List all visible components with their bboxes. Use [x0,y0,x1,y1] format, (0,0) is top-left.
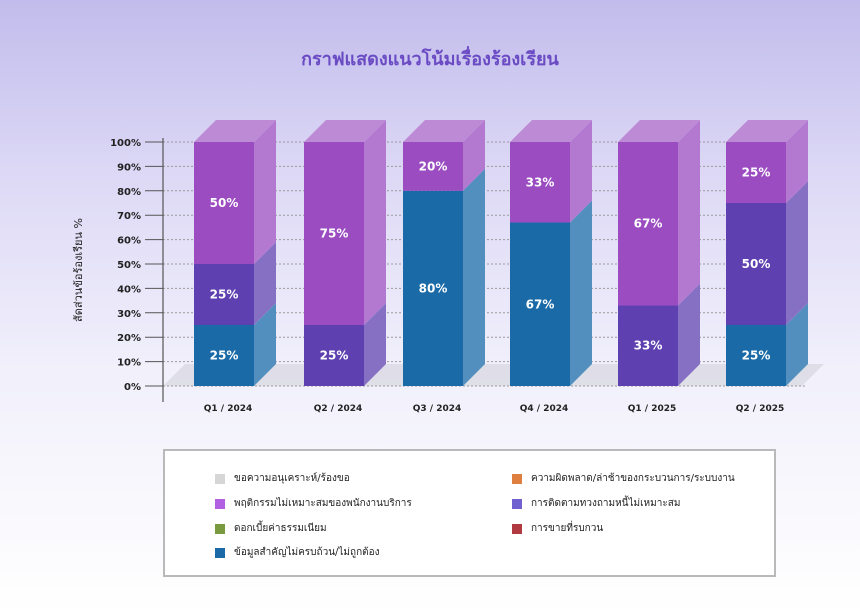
bar-side-face [254,242,276,325]
data-label: 67% [526,297,555,311]
legend-swatch [215,473,225,484]
data-label: 33% [634,339,663,353]
bar-side-face [364,120,386,325]
bar-side-face [463,120,485,191]
y-tick-label: 60% [117,236,141,247]
bar-top-face [194,120,276,142]
bar-side-face [364,303,386,386]
legend-swatch [512,523,522,534]
chart-labels: 25% 25% 50% 25% 75% 80% 20% 67% 33% 33% 67% 25% 50% 2… [210,159,771,362]
legend-label: การขายที่รบกวน [531,523,604,534]
bar-segment [510,222,570,386]
bar-segment [618,305,678,386]
bar-segment [510,142,570,223]
bar-side-face [570,200,592,386]
y-tick-label: 70% [117,211,141,222]
chart-axes: 0% 10% 20% 30% 40% 50% 60% 70% 80% 90% 100% Q1 / 20… [110,138,784,414]
bar-side-face [463,168,485,386]
legend-label: พฤติกรรมไม่เหมาะสมของพนักงานบริการ [234,498,412,509]
bar-segment [726,203,786,325]
data-label: 25% [742,349,771,363]
data-label: 50% [742,257,771,271]
x-tick-label: Q1 / 2024 [204,404,253,414]
data-label: 25% [210,349,239,363]
bar-segment [403,190,463,386]
legend-swatch [512,498,522,509]
bar-segment [403,142,463,191]
data-label: 80% [419,281,448,295]
data-label: 75% [320,227,349,241]
y-axis-label: สัดส่วนข้อร้องเรียน % [72,218,85,322]
bar-side-face [786,303,808,386]
y-tick-label: 50% [117,260,141,271]
bar-segment [194,142,254,264]
legend-swatch [512,473,522,484]
legend-item: ดอกเบี้ยค่าธรรมเนียม [215,521,327,536]
bar-top-face [304,120,386,142]
x-tick-label: Q4 / 2024 [520,404,569,414]
x-tick-label: Q3 / 2024 [413,404,462,414]
legend-swatch [215,523,225,534]
bar-segment [304,142,364,325]
bar-side-face [254,303,276,386]
bar-side-face [254,120,276,264]
bar-top-face [618,120,700,142]
legend-swatch [215,547,225,558]
legend-swatch [215,498,225,509]
data-label: 67% [634,217,663,231]
y-tick-label: 90% [117,162,141,173]
legend-item: การติดตามทวงถามหนี้ไม่เหมาะสม [512,496,680,511]
y-tick-label: 0% [124,382,141,393]
bar-segment [726,142,786,203]
bar-top-face [510,120,592,142]
chart-title: กราฟแสดงแนวโน้มเรื่องร้องเรียน [301,49,559,70]
y-tick-label: 30% [117,309,141,320]
legend-item: ความผิดพลาด/ล่าช้าของกระบวนการ/ระบบงาน [512,471,735,486]
legend-item: พฤติกรรมไม่เหมาะสมของพนักงานบริการ [215,496,412,511]
legend-label: การติดตามทวงถามหนี้ไม่เหมาะสม [531,498,681,509]
x-tick-label: Q2 / 2025 [736,404,785,414]
bar-side-face [786,120,808,203]
legend-item: ข้อมูลสำคัญไม่ครบถ้วน/ไม่ถูกต้อง [215,545,380,560]
y-tick-label: 80% [117,187,141,198]
data-label: 25% [742,166,771,180]
y-tick-label: 10% [117,358,141,369]
chart-bars [194,120,808,386]
legend-item: การขายที่รบกวน [512,521,603,536]
bar-side-face [570,120,592,223]
data-label: 33% [526,175,555,189]
legend-label: ความผิดพลาด/ล่าช้าของกระบวนการ/ระบบงาน [531,473,735,484]
stacked-bar-chart: 0% 10% 20% 30% 40% 50% 60% 70% 80% 90% 100% Q1 / 20… [72,120,824,414]
y-tick-label: 20% [117,333,141,344]
legend-item: ขอความอนุเคราะห์/ร้องขอ [215,471,350,486]
bar-segment [194,325,254,386]
data-label: 25% [210,288,239,302]
y-tick-label: 40% [117,284,141,295]
legend-label: ขอความอนุเคราะห์/ร้องขอ [234,473,350,484]
bar-side-face [678,120,700,306]
bar-segment [304,325,364,386]
bar-segment [194,264,254,325]
bar-side-face [678,283,700,386]
bar-top-face [403,120,485,142]
legend-label: ดอกเบี้ยค่าธรรมเนียม [234,523,327,534]
y-tick-label: 100% [110,138,141,149]
x-tick-label: Q1 / 2025 [628,404,677,414]
bar-segment [726,325,786,386]
bar-segment [618,142,678,306]
legend: ขอความอนุเคราะห์/ร้องขอ ความผิดพลาด/ล่าช้… [163,449,776,577]
x-tick-label: Q2 / 2024 [314,404,363,414]
data-label: 50% [210,196,239,210]
data-label: 25% [320,349,349,363]
bar-side-face [786,181,808,325]
legend-label: ข้อมูลสำคัญไม่ครบถ้วน/ไม่ถูกต้อง [234,547,380,558]
bar-top-face [726,120,808,142]
data-label: 20% [419,159,448,173]
